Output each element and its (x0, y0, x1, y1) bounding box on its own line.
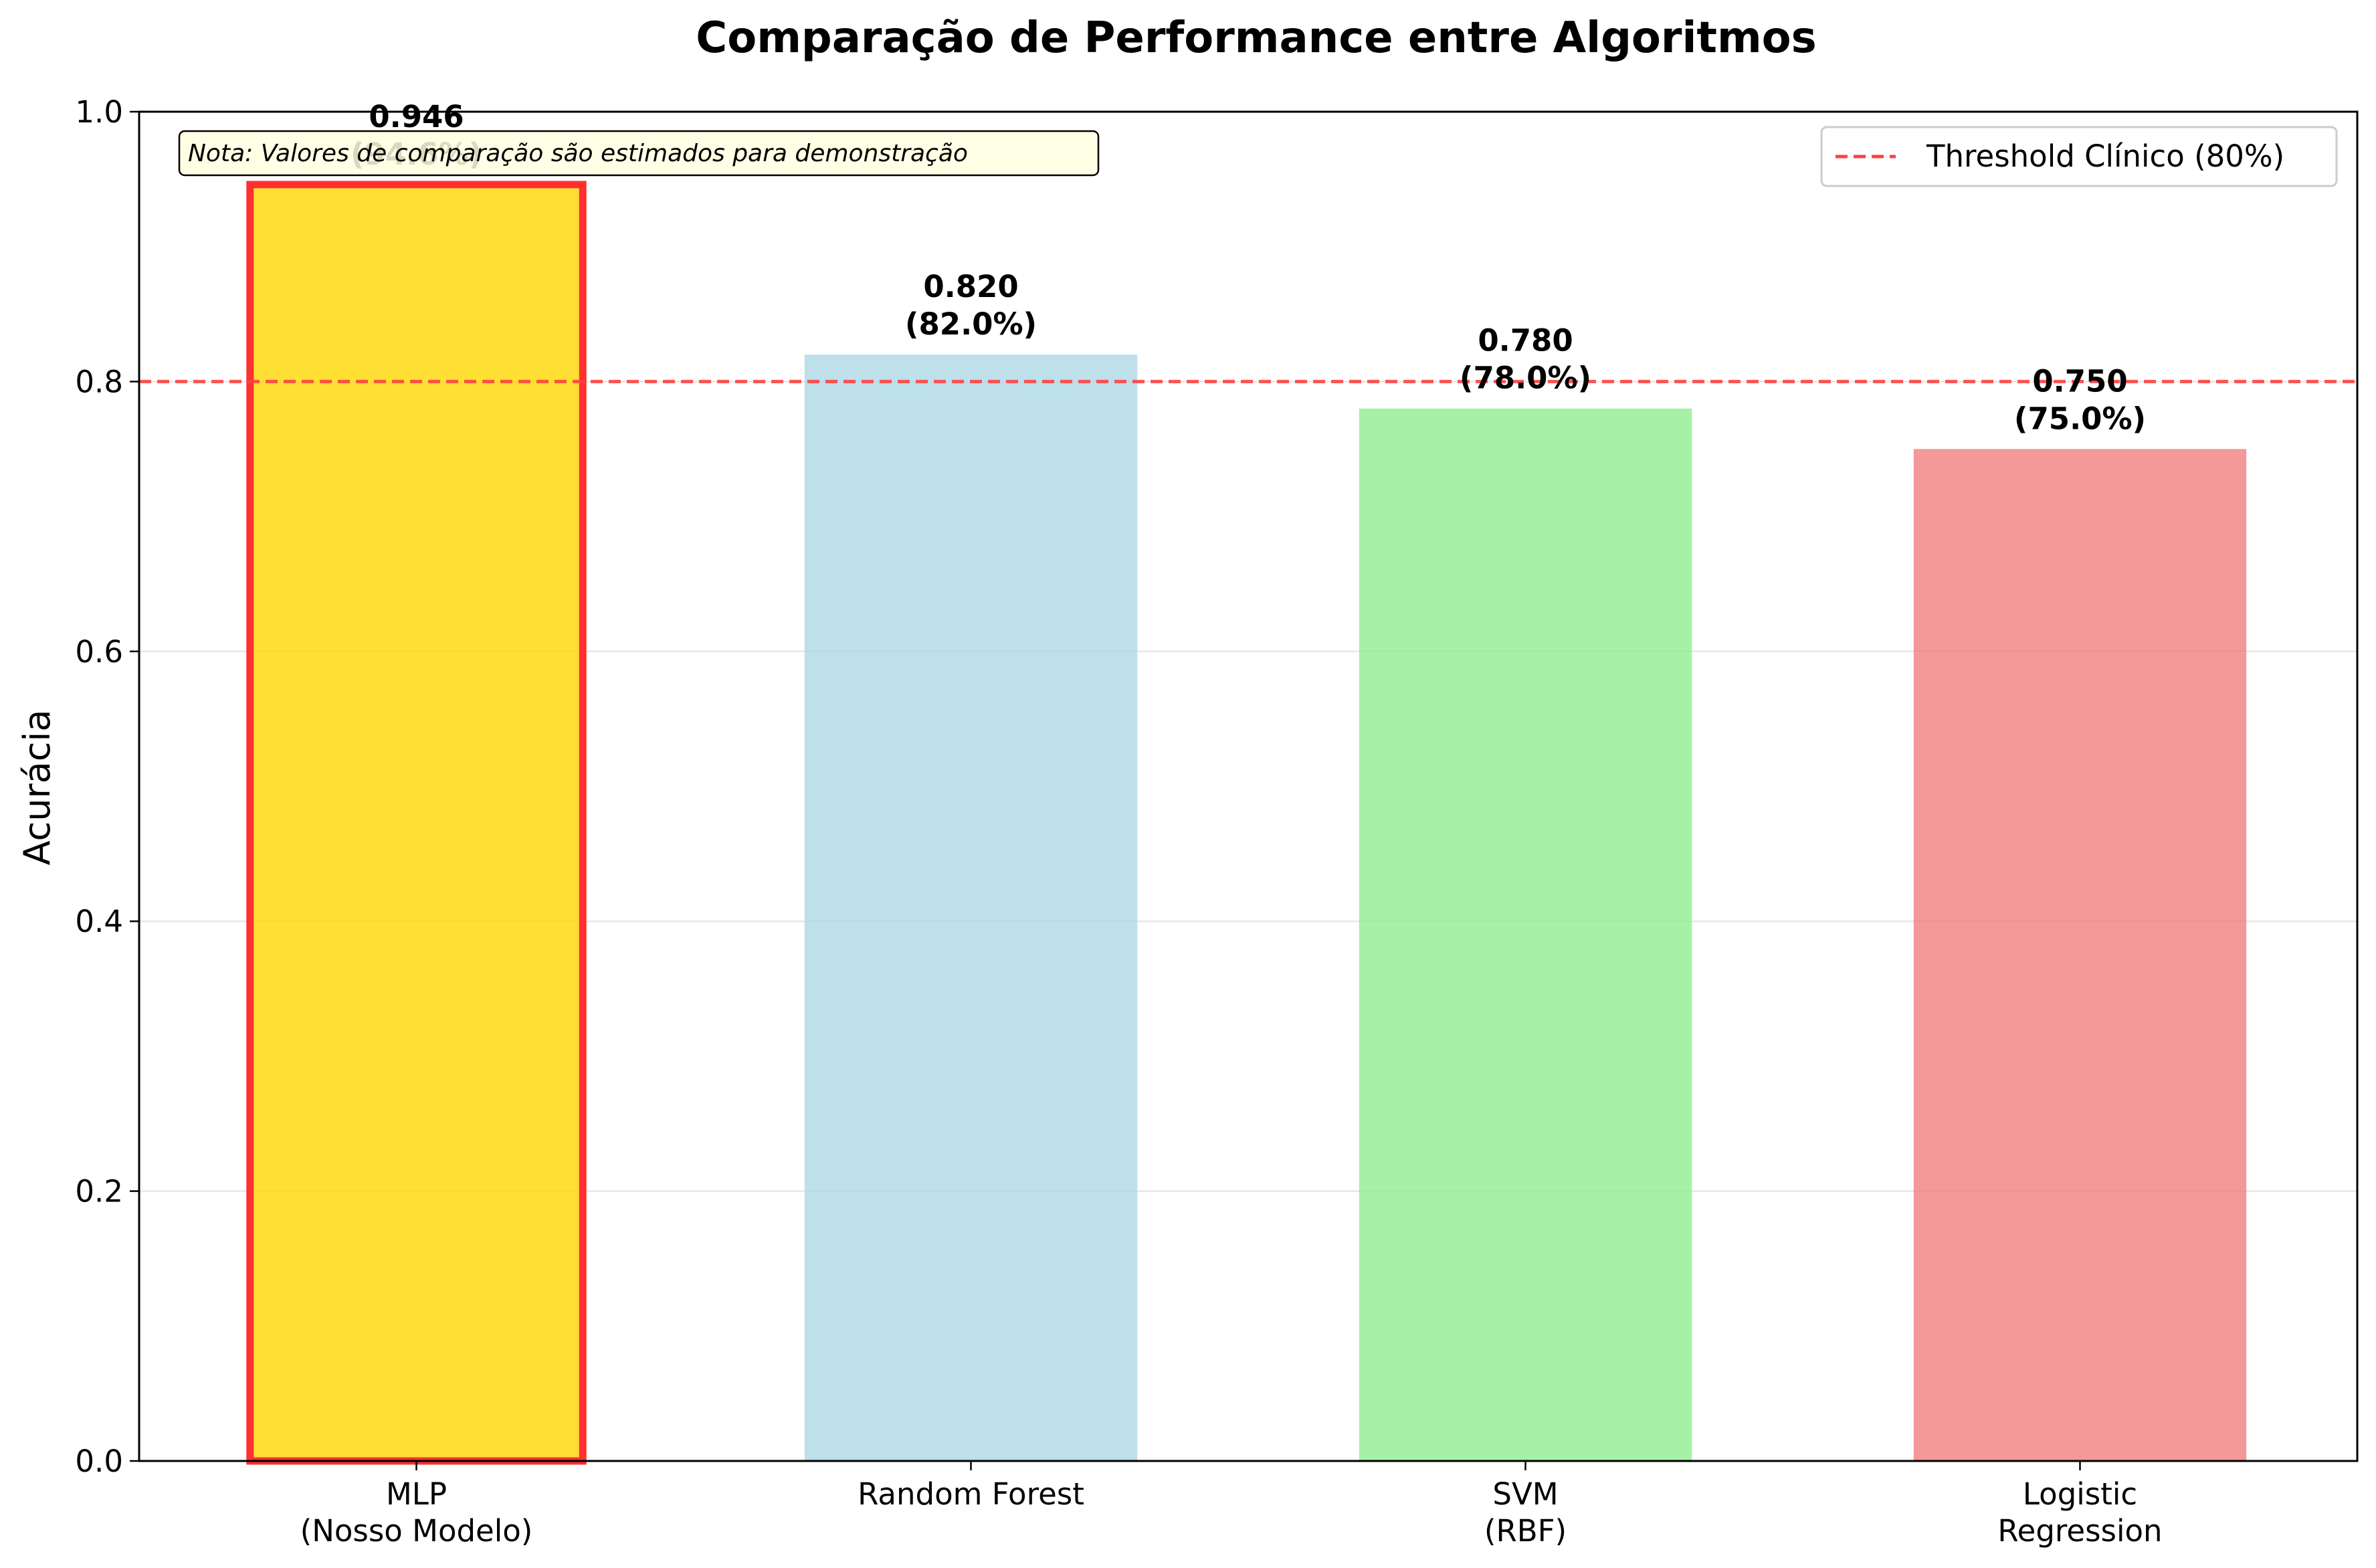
legend: Threshold Clínico (80%) (1820, 126, 2338, 187)
data-label: 0.820 (923, 269, 1018, 304)
y-axis: 0.0 0.2 0.4 0.6 0.8 1.0 (75, 94, 139, 1479)
x-tick-label: Random Forest (858, 1476, 1084, 1512)
chart-title: Comparação de Performance entre Algoritm… (696, 13, 1816, 63)
legend-threshold-label: Threshold Clínico (80%) (1926, 138, 2284, 174)
y-tick-label: 0.8 (75, 364, 123, 399)
bar-0 (246, 181, 587, 1465)
x-tick-label: MLP (386, 1476, 447, 1512)
y-tick-label: 1.0 (75, 94, 123, 130)
data-label: (78.0%) (1460, 361, 1591, 396)
data-label: 0.780 (1478, 323, 1573, 359)
y-tick-label: 0.6 (75, 634, 123, 670)
y-tick-label: 0.4 (75, 904, 123, 939)
x-tick-label: (RBF) (1484, 1513, 1567, 1549)
bar-2 (1359, 408, 1692, 1461)
bar-3 (1913, 449, 2247, 1461)
annotation-text: Nota: Valores de comparação são estimado… (188, 140, 968, 167)
data-label: 0.750 (2032, 363, 2127, 399)
x-tick-label: Logistic (2023, 1476, 2137, 1512)
data-label: 0.946 (369, 99, 464, 134)
y-axis-label: Acurácia (16, 710, 58, 866)
axes-frame (138, 110, 2359, 1462)
annotation-group: Nota: Valores de comparação são estimado… (178, 130, 1100, 177)
y-tick-label: 0.2 (75, 1174, 123, 1209)
annotation-box (178, 130, 1100, 177)
legend-box (1820, 126, 2338, 187)
x-tick-label: Regression (1997, 1513, 2162, 1549)
y-tick-label: 0.0 (75, 1444, 123, 1479)
data-label: (82.0%) (905, 306, 1037, 342)
bar-1 (804, 355, 1138, 1461)
x-axis: MLP(Nosso Modelo) Random Forest SVM(RBF) Lo… (300, 1461, 2163, 1549)
x-tick-label: (Nosso Modelo) (300, 1513, 533, 1549)
x-tick-label: SVM (1492, 1476, 1558, 1512)
data-label: (75.0%) (2014, 401, 2146, 436)
